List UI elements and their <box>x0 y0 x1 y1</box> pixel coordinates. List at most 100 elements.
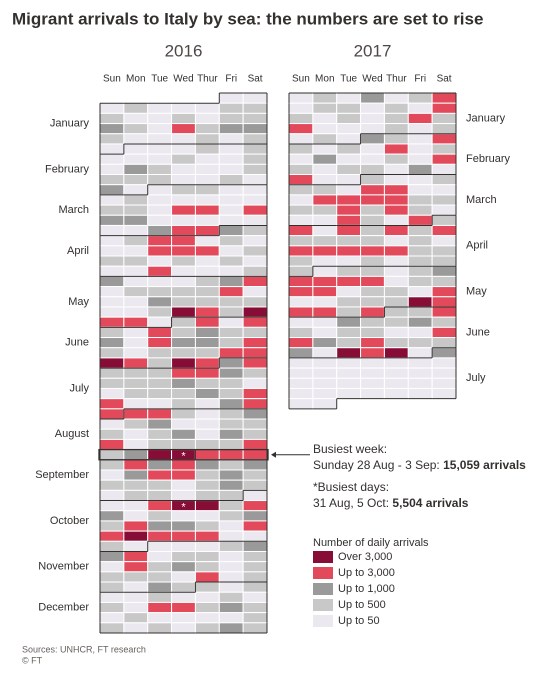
day-cell <box>336 102 362 114</box>
day-cell <box>218 102 244 114</box>
day-cell <box>218 326 244 339</box>
day-cell <box>407 204 433 216</box>
day-cell <box>123 296 149 308</box>
day-cell <box>431 224 457 237</box>
day-cell <box>336 214 362 226</box>
day-cell <box>147 550 173 563</box>
day-cell <box>360 357 385 369</box>
month-label: April <box>67 245 89 257</box>
day-cell <box>123 520 149 532</box>
day-cell <box>431 204 457 216</box>
day-cell <box>171 408 196 420</box>
day-cell <box>312 245 338 257</box>
day-cell <box>383 163 409 176</box>
day-cell <box>407 337 433 349</box>
day-cell <box>242 540 268 552</box>
day-cell <box>123 398 149 410</box>
day-cell <box>242 123 268 135</box>
day-cell <box>360 235 385 247</box>
day-cell <box>242 112 268 125</box>
day-cell <box>288 235 314 247</box>
day-cell <box>194 326 220 339</box>
day-cell <box>288 316 314 328</box>
day-cell <box>171 571 196 583</box>
day-cell <box>288 163 314 176</box>
day-cell <box>312 214 338 226</box>
day-cell <box>123 591 149 603</box>
day-cell <box>99 428 125 440</box>
day-cell <box>123 387 149 400</box>
day-cell <box>431 296 457 308</box>
legend-swatch <box>313 599 333 611</box>
day-cell <box>123 112 149 125</box>
day-cell <box>407 255 433 267</box>
day-cell <box>431 306 457 318</box>
day-cell <box>171 601 196 614</box>
day-cell <box>407 184 433 196</box>
day-cell <box>383 184 409 196</box>
day-cell <box>242 255 268 267</box>
day-cell <box>147 163 173 176</box>
day-cell <box>383 224 409 237</box>
day-cell <box>194 265 220 277</box>
day-cell <box>123 255 149 267</box>
month-label: October <box>50 515 89 527</box>
day-cell <box>218 204 244 216</box>
day-cell <box>312 367 338 379</box>
day-label: Sat <box>437 74 452 85</box>
day-cell <box>171 275 196 288</box>
day-cell <box>194 275 220 288</box>
day-cell <box>242 408 268 420</box>
day-cell <box>242 550 268 563</box>
day-cell <box>312 265 338 277</box>
day-cell <box>147 612 173 624</box>
year-label: 2016 <box>165 41 203 60</box>
day-cell <box>218 306 244 318</box>
day-cell <box>171 428 196 440</box>
day-cell <box>147 255 173 267</box>
day-cell <box>312 184 338 196</box>
day-cell <box>242 296 268 308</box>
day-cell <box>171 581 196 593</box>
day-cell <box>99 408 125 420</box>
month-label: April <box>466 240 488 252</box>
day-cell <box>407 245 433 257</box>
day-cell <box>407 92 433 104</box>
day-cell <box>99 510 125 522</box>
day-cell <box>431 123 457 135</box>
arrow-head <box>271 451 276 458</box>
day-cell <box>99 337 125 349</box>
annotation-dates: Sunday 28 Aug - 3 Sep: <box>313 458 440 472</box>
day-cell <box>171 296 196 308</box>
day-cell <box>194 357 220 369</box>
day-cell <box>218 591 244 603</box>
day-cell <box>171 520 196 532</box>
day-cell <box>123 224 149 237</box>
legend-swatch <box>313 567 333 579</box>
day-cell <box>218 398 244 410</box>
day-cell <box>360 347 385 359</box>
day-cell <box>407 367 433 379</box>
day-cell <box>336 245 362 257</box>
day-cell <box>218 235 244 247</box>
day-cell <box>99 163 125 176</box>
annotation-dates: 31 Aug, 5 Oct: <box>313 496 389 510</box>
legend-label: Up to 50 <box>338 615 380 627</box>
day-cell <box>194 387 220 400</box>
day-cell <box>123 153 149 165</box>
legend-label: Over 3,000 <box>338 551 392 563</box>
day-cell <box>288 133 314 145</box>
legend-title: Number of daily arrivals <box>313 537 429 549</box>
day-cell <box>431 326 457 339</box>
day-cell <box>194 296 220 308</box>
day-cell <box>288 194 314 206</box>
day-cell <box>242 347 268 359</box>
day-cell <box>99 449 125 461</box>
day-cell <box>99 235 125 247</box>
day-cell <box>218 296 244 308</box>
day-cell <box>171 194 196 206</box>
day-cell <box>407 347 433 359</box>
annotation: *Busiest days: <box>313 480 389 494</box>
day-cell <box>194 316 220 328</box>
day-cell <box>218 224 244 237</box>
